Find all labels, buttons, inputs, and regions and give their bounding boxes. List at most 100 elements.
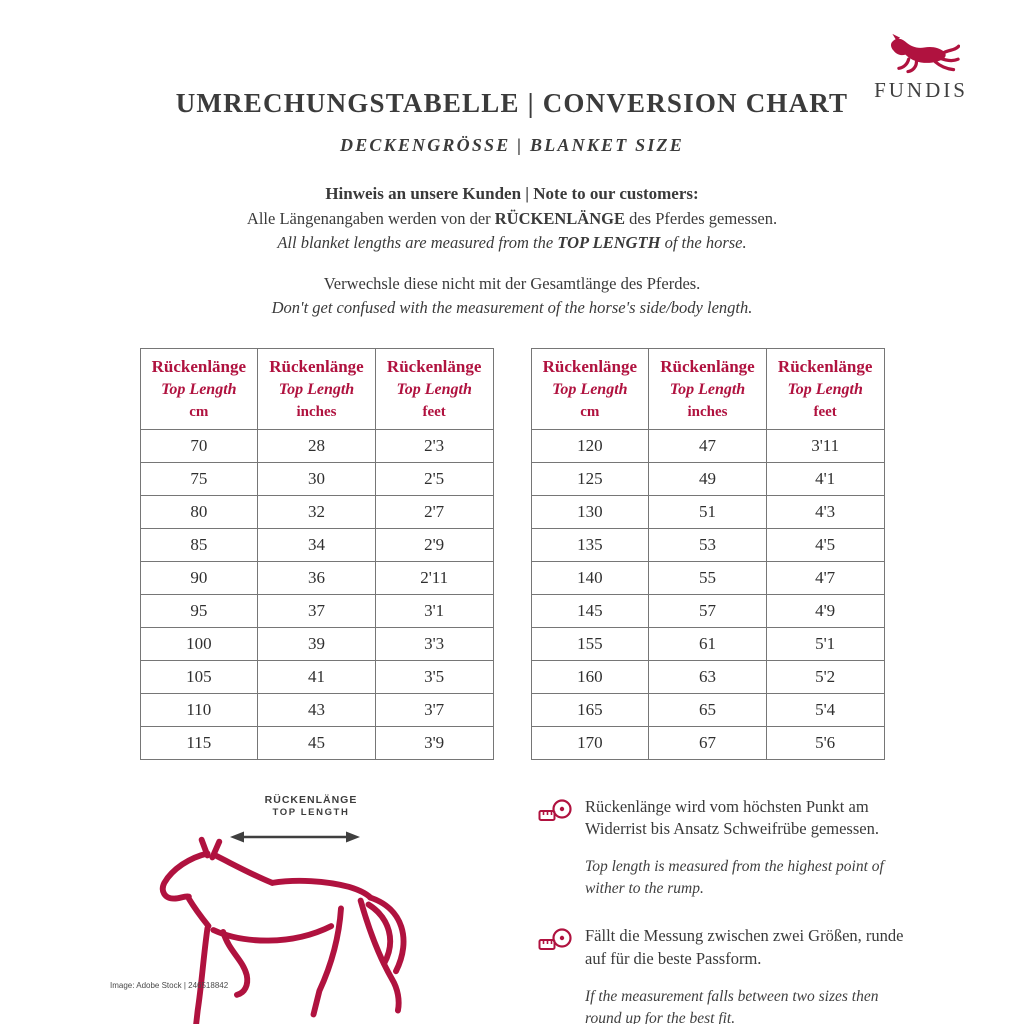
- table-cell: 155: [530, 626, 650, 661]
- table-cell: 3'5: [374, 659, 494, 694]
- column-title: Rückenlänge: [151, 357, 247, 377]
- table-cell: 120: [530, 428, 650, 463]
- column-title: Rückenlänge: [777, 357, 873, 377]
- table-cell: 41: [257, 659, 376, 694]
- table-cell: 49: [648, 461, 767, 496]
- conversion-table-left: Rückenlänge Top Length cm Rückenlänge To…: [139, 348, 494, 760]
- instruction-english: If the measurement falls between two siz…: [585, 988, 879, 1024]
- note-english: All blanket lengths are measured from th…: [0, 231, 1024, 255]
- instruction-block-2: Fällt die Messung zwischen zwei Größen, …: [538, 925, 916, 970]
- column-subtitle: Top Length: [278, 380, 355, 398]
- column-title: Rückenlänge: [660, 357, 755, 377]
- page-subtitle: DECKENGRÖSSE | BLANKET SIZE: [340, 135, 684, 155]
- double-arrow-icon: [230, 830, 360, 849]
- horse-measurement-diagram: RÜCKENLÄNGE TOP LENGTH: [118, 790, 468, 1024]
- table-cell: 110: [139, 692, 259, 727]
- table-row: 80 32 2'7: [139, 494, 494, 529]
- note-english-keyword: TOP LENGTH: [557, 232, 661, 252]
- table-cell: 130: [530, 494, 650, 529]
- instruction-block-1: Rückenlänge wird vom höchsten Punkt am W…: [538, 796, 916, 841]
- table-row: 110 43 3'7: [139, 692, 494, 727]
- table-cell: 32: [257, 494, 376, 529]
- column-header-cm: Rückenlänge Top Length cm: [139, 348, 259, 430]
- page-title: UMRECHUNGSTABELLE | CONVERSION CHART: [175, 88, 849, 118]
- table-cell: 51: [648, 494, 767, 529]
- table-cell: 170: [530, 725, 650, 760]
- table-row: 125 49 4'1: [530, 461, 885, 496]
- table-cell: 3'11: [765, 428, 885, 463]
- table-cell: 115: [139, 725, 259, 760]
- table-cell: 100: [139, 626, 259, 661]
- table-row: 170 67 5'6: [530, 725, 885, 760]
- table-row: 70 28 2'3: [139, 428, 494, 463]
- table-row: 90 36 2'11: [139, 560, 494, 595]
- table-cell: 125: [530, 461, 650, 496]
- table-row: 115 45 3'9: [139, 725, 494, 760]
- brand-logo: FUNDIS: [858, 32, 984, 103]
- table-row: 75 30 2'5: [139, 461, 494, 496]
- table-cell: 5'6: [765, 725, 885, 760]
- table-cell: 145: [530, 593, 650, 628]
- table-row: 120 47 3'11: [530, 428, 885, 463]
- table-cell: 3'1: [374, 593, 494, 628]
- column-header-cm: Rückenlänge Top Length cm: [530, 348, 650, 430]
- table-cell: 3'9: [374, 725, 494, 760]
- table-row: 95 37 3'1: [139, 593, 494, 628]
- note-german-text: Alle Längenangaben werden von der: [246, 208, 495, 228]
- table-cell: 80: [139, 494, 259, 529]
- diagram-label: RÜCKENLÄNGE TOP LENGTH: [246, 794, 376, 818]
- column-unit: feet: [422, 403, 446, 420]
- table-row: 100 39 3'3: [139, 626, 494, 661]
- table-cell: 63: [648, 659, 767, 694]
- table-cell: 36: [257, 560, 376, 595]
- table-cell: 65: [648, 692, 767, 727]
- header: UMRECHUNGSTABELLE | CONVERSION CHART DEC…: [0, 0, 1024, 320]
- table-cell: 3'3: [374, 626, 494, 661]
- table-cell: 105: [139, 659, 259, 694]
- table-cell: 4'3: [765, 494, 885, 529]
- table-cell: 90: [139, 560, 259, 595]
- conversion-table-right: Rückenlänge Top Length cm Rückenlänge To…: [530, 348, 885, 760]
- confusion-note: Verwechsle diese nicht mit der Gesamtlän…: [0, 272, 1024, 320]
- table-cell: 2'9: [374, 527, 494, 562]
- confusion-note-english: Don't get confused with the measurement …: [271, 298, 753, 318]
- jumping-horse-icon: [858, 32, 984, 76]
- instruction-english: Top length is measured from the highest …: [585, 858, 884, 897]
- note-german-text-end: des Pferdes gemessen.: [624, 208, 778, 228]
- column-unit: cm: [189, 403, 209, 420]
- instruction-german: Fällt die Messung zwischen zwei Größen, …: [585, 926, 904, 968]
- conversion-tables: Rückenlänge Top Length cm Rückenlänge To…: [0, 348, 1024, 760]
- note-english-text: All blanket lengths are measured from th…: [277, 232, 558, 252]
- column-subtitle: Top Length: [396, 380, 472, 398]
- table-header: Rückenlänge Top Length cm Rückenlänge To…: [530, 348, 885, 430]
- column-unit: feet: [813, 403, 837, 420]
- column-title: Rückenlänge: [386, 357, 482, 377]
- table-cell: 39: [257, 626, 376, 661]
- instruction-german: Rückenlänge wird vom höchsten Punkt am W…: [585, 796, 879, 838]
- table-cell: 2'5: [374, 461, 494, 496]
- table-row: 85 34 2'9: [139, 527, 494, 562]
- table-cell: 5'4: [765, 692, 885, 727]
- table-cell: 95: [139, 593, 259, 628]
- table-cell: 53: [648, 527, 767, 562]
- column-header-feet: Rückenlänge Top Length feet: [765, 348, 885, 430]
- table-cell: 45: [257, 725, 376, 760]
- column-unit: inches: [687, 403, 728, 420]
- column-unit: inches: [296, 403, 337, 420]
- column-subtitle: Top Length: [669, 380, 746, 398]
- table-cell: 160: [530, 659, 650, 694]
- table-row: 155 61 5'1: [530, 626, 885, 661]
- table-cell: 34: [257, 527, 376, 562]
- table-row: 105 41 3'5: [139, 659, 494, 694]
- table-cell: 2'3: [374, 428, 494, 463]
- image-credit: Image: Adobe Stock | 246518842: [110, 981, 229, 990]
- table-row: 130 51 4'3: [530, 494, 885, 529]
- column-subtitle: Top Length: [552, 380, 628, 398]
- table-row: 135 53 4'5: [530, 527, 885, 562]
- note-heading: Hinweis an unsere Kunden | Note to our c…: [325, 184, 699, 203]
- table-cell: 4'1: [765, 461, 885, 496]
- column-title: Rückenlänge: [542, 357, 638, 377]
- column-unit: cm: [580, 403, 600, 420]
- table-cell: 4'5: [765, 527, 885, 562]
- confusion-note-german: Verwechsle diese nicht mit der Gesamtlän…: [323, 274, 701, 294]
